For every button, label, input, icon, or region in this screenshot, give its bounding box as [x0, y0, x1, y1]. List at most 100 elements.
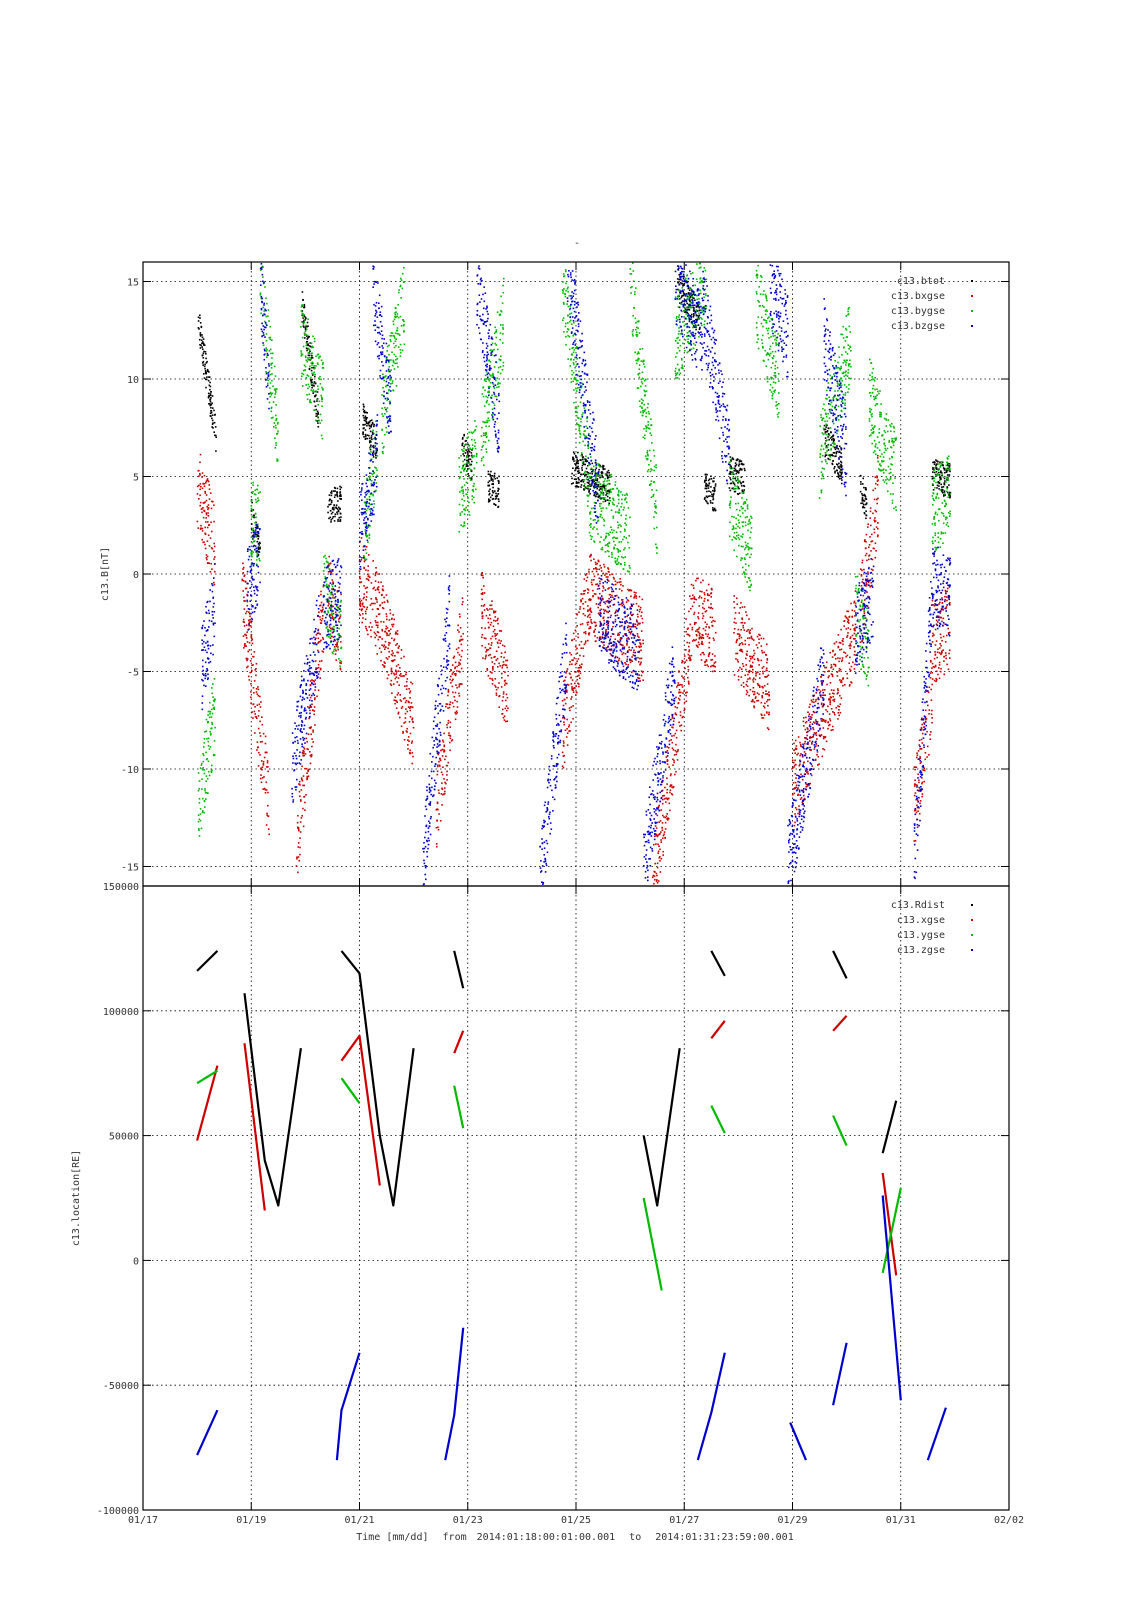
data-point: [705, 499, 707, 502]
data-point: [610, 645, 613, 647]
data-point: [390, 653, 393, 656]
data-point: [264, 320, 266, 323]
data-point: [829, 718, 831, 720]
data-point: [597, 597, 600, 600]
data-point: [588, 480, 591, 482]
data-point: [338, 516, 341, 519]
data-point: [797, 812, 799, 815]
data-point: [838, 478, 841, 480]
data-point: [666, 791, 668, 794]
data-point: [367, 569, 369, 572]
data-point: [449, 749, 451, 752]
data-point: [212, 427, 214, 429]
data-point: [398, 684, 400, 686]
data-point: [267, 791, 269, 794]
data-point: [758, 693, 760, 696]
data-point: [859, 641, 862, 643]
data-point: [577, 486, 580, 488]
data-point: [691, 296, 694, 299]
data-point: [705, 482, 708, 485]
data-point: [587, 605, 589, 607]
data-point: [212, 707, 215, 709]
data-point: [683, 709, 685, 712]
data-point: [588, 490, 590, 492]
data-point: [319, 375, 321, 378]
data-point: [446, 703, 449, 705]
data-point: [568, 707, 571, 709]
data-point: [677, 288, 679, 291]
data-point: [206, 540, 209, 542]
data-point: [582, 481, 585, 483]
data-point: [802, 720, 805, 723]
data-point: [571, 686, 573, 688]
data-point: [250, 696, 252, 699]
data-point: [761, 651, 764, 654]
data-point: [390, 684, 393, 687]
data-point: [275, 444, 277, 447]
data-point: [736, 638, 738, 641]
data-point: [265, 347, 268, 349]
data-point: [391, 692, 393, 694]
data-point: [213, 504, 215, 506]
data-point: [374, 574, 377, 577]
data-point: [407, 748, 409, 750]
data-point: [330, 519, 332, 521]
data-point: [681, 659, 684, 662]
data-point: [602, 485, 605, 488]
data-point: [299, 831, 302, 833]
data-point: [360, 609, 363, 612]
data-point: [455, 673, 457, 675]
data-point: [614, 638, 617, 640]
data-point: [314, 409, 316, 411]
data-point: [800, 745, 802, 747]
data-point: [682, 677, 684, 679]
data-point: [297, 814, 299, 817]
data-point: [199, 332, 202, 334]
data-point: [747, 629, 749, 631]
data-point: [270, 352, 272, 355]
data-point: [805, 737, 807, 740]
data-point: [304, 334, 306, 336]
data-point: [492, 667, 494, 670]
data-point: [315, 412, 318, 415]
data-point: [826, 424, 828, 427]
data-point: [400, 657, 403, 660]
data-point: [365, 411, 367, 414]
data-point: [496, 477, 498, 479]
data-point: [605, 499, 607, 502]
data-point: [800, 797, 803, 799]
data-point: [204, 490, 206, 493]
data-point: [735, 470, 737, 472]
data-point: [870, 540, 872, 543]
data-point: [750, 635, 753, 638]
data-point: [242, 580, 245, 582]
data-point: [363, 555, 365, 557]
data-point: [766, 669, 768, 672]
data-point: [601, 485, 603, 488]
data-point: [740, 481, 742, 484]
data-point: [833, 692, 835, 695]
data-point: [938, 652, 941, 654]
data-point: [752, 668, 754, 671]
data-point: [308, 385, 311, 388]
data-point: [392, 623, 395, 626]
data-point: [307, 770, 309, 773]
data-point: [687, 680, 690, 683]
data-point: [267, 766, 269, 768]
data-point: [742, 643, 744, 646]
data-point: [301, 312, 304, 315]
data-point: [706, 593, 709, 595]
data-point: [685, 659, 688, 662]
data-point: [564, 679, 566, 682]
data-point: [213, 421, 216, 424]
data-point: [328, 494, 331, 496]
data-point: [655, 872, 658, 875]
data-point: [641, 617, 644, 620]
data-point: [738, 487, 740, 490]
data-point: [767, 713, 770, 716]
data-point: [576, 456, 578, 459]
data-point: [271, 373, 273, 375]
data-point: [300, 817, 303, 819]
data-point: [396, 633, 399, 635]
data-point: [834, 448, 837, 451]
